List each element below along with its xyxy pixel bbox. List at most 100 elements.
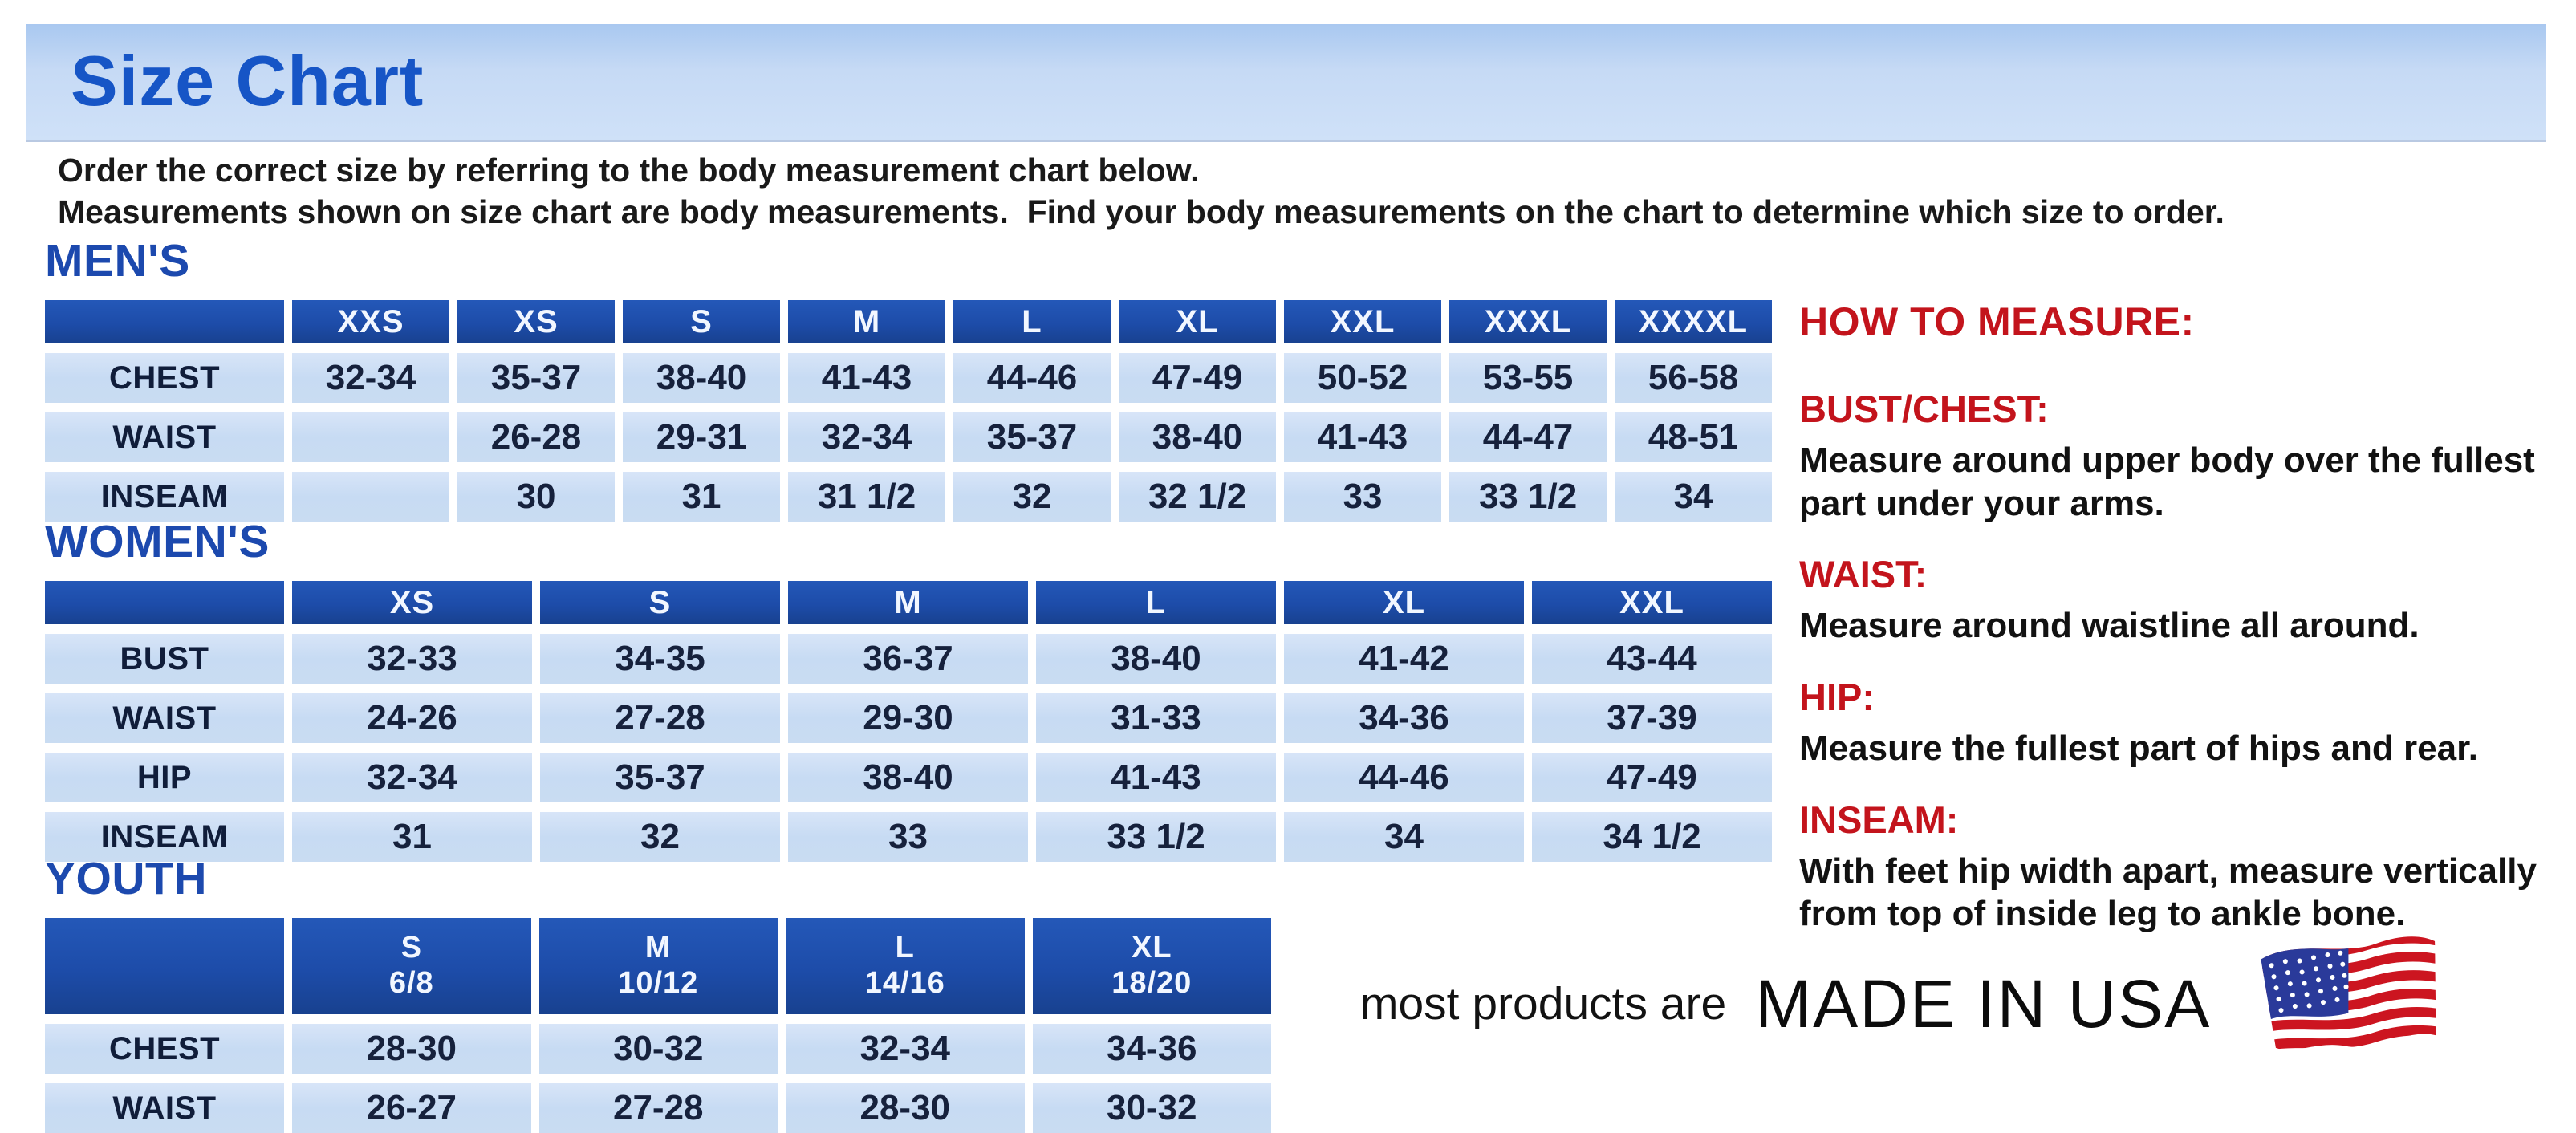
measure-item-text: With feet hip width apart, measure verti… (1799, 851, 2537, 934)
youth-corner-cell (45, 918, 284, 1014)
size-value-cell: 41-43 (1284, 412, 1441, 462)
youth-row-waist: WAIST 26-27 27-28 28-30 30-32 (45, 1083, 1271, 1133)
size-value-cell: 41-42 (1284, 634, 1524, 684)
womens-section: WOMEN'S XS S M L XL XXL BUST 32-33 34-35 36-37 38-… (45, 515, 1772, 862)
measure-item-waist: WAIST: Measure around waistline all arou… (1799, 552, 2570, 648)
footer-made-in-usa-text: MADE IN USA (1755, 965, 2212, 1042)
size-value-cell: 32-33 (292, 634, 532, 684)
row-label-cell: CHEST (45, 353, 284, 403)
size-value-cell: 38-40 (623, 353, 780, 403)
size-value-cell: 37-39 (1532, 693, 1772, 743)
size-range: 18/20 (1111, 966, 1193, 1000)
youth-column-header: M 10/12 (538, 918, 778, 1014)
mens-column-header: M (788, 300, 945, 343)
size-label: L (895, 931, 915, 965)
size-range: 14/16 (864, 966, 945, 1000)
mens-column-header: L (953, 300, 1111, 343)
measure-item-label: WAIST: (1799, 553, 1928, 596)
size-value-cell: 32-34 (292, 353, 449, 403)
mens-corner-cell (45, 300, 284, 343)
size-value-cell: 43-44 (1532, 634, 1772, 684)
size-value-cell: 27-28 (538, 1083, 778, 1133)
size-value-cell: 44-46 (953, 353, 1111, 403)
womens-column-header: M (788, 581, 1028, 624)
size-value-cell: 29-31 (623, 412, 780, 462)
mens-column-header: XXXXL (1615, 300, 1772, 343)
measure-item-bust-chest: BUST/CHEST: Measure around upper body ov… (1799, 387, 2570, 525)
made-in-usa-footer: most products are MADE IN USA (1360, 929, 2455, 1078)
youth-row-chest: CHEST 28-30 30-32 32-34 34-36 (45, 1024, 1271, 1074)
mens-section: MEN'S XXS XS S M L XL XXL XXXL XXXXL CHEST 32-34 35… (45, 234, 1772, 522)
size-value-cell: 34 1/2 (1532, 812, 1772, 862)
mens-column-header: XS (457, 300, 615, 343)
size-value-cell: 34-35 (540, 634, 780, 684)
page-title: Size Chart (71, 41, 425, 120)
mens-row-chest: CHEST 32-34 35-37 38-40 41-43 44-46 47-49 50-52… (45, 353, 1772, 403)
youth-column-header: L 14/16 (786, 918, 1025, 1014)
size-value-cell: 35-37 (953, 412, 1111, 462)
how-to-measure-heading: HOW TO MEASURE: (1799, 299, 2195, 344)
row-label-cell: INSEAM (45, 812, 284, 862)
size-value-cell: 32-34 (786, 1024, 1025, 1074)
size-value-cell: 34-36 (1032, 1024, 1271, 1074)
womens-row-inseam: INSEAM 31 32 33 33 1/2 34 34 1/2 (45, 812, 1772, 862)
size-value-cell: 30-32 (538, 1024, 778, 1074)
usa-flag-icon (2260, 934, 2444, 1055)
size-value-cell: 34 (1284, 812, 1524, 862)
womens-column-header: L (1036, 581, 1276, 624)
youth-column-header: S 6/8 (292, 918, 531, 1014)
youth-section: YOUTH S 6/8 M 10/12 L 14/16 XL 18/20 CHEST 28-30 3… (45, 852, 1271, 1133)
size-value-cell: 44-47 (1449, 412, 1607, 462)
mens-header-row: XXS XS S M L XL XXL XXXL XXXXL (45, 300, 1772, 343)
womens-section-title: WOMEN'S (45, 516, 270, 567)
mens-column-header: XXL (1284, 300, 1441, 343)
measure-item-text: Measure around upper body over the fulle… (1799, 441, 2535, 523)
womens-column-header: XL (1284, 581, 1524, 624)
size-value-cell: 28-30 (292, 1024, 531, 1074)
size-value-cell: 36-37 (788, 634, 1028, 684)
intro-text: Order the correct size by referring to t… (58, 149, 2225, 234)
row-label-cell: WAIST (45, 693, 284, 743)
mens-section-title: MEN'S (45, 235, 190, 286)
size-value-cell: 33 (788, 812, 1028, 862)
size-value-cell: 34-36 (1284, 693, 1524, 743)
size-value-cell: 33 1/2 (1449, 472, 1607, 522)
intro-line-1: Order the correct size by referring to t… (58, 152, 1200, 189)
mens-column-header: XXS (292, 300, 449, 343)
row-label-cell: HIP (45, 753, 284, 802)
measure-item-inseam: INSEAM: With feet hip width apart, measu… (1799, 798, 2570, 936)
size-value-cell: 26-28 (457, 412, 615, 462)
size-value-cell (292, 412, 449, 462)
size-value-cell: 31 (623, 472, 780, 522)
youth-header-row: S 6/8 M 10/12 L 14/16 XL 18/20 (45, 918, 1271, 1014)
size-value-cell: 31 1/2 (788, 472, 945, 522)
size-value-cell: 48-51 (1615, 412, 1772, 462)
size-value-cell: 41-43 (788, 353, 945, 403)
measure-item-hip: HIP: Measure the fullest part of hips an… (1799, 675, 2570, 770)
mens-column-header: XXXL (1449, 300, 1607, 343)
womens-row-bust: BUST 32-33 34-35 36-37 38-40 41-42 43-44 (45, 634, 1772, 684)
size-value-cell: 31-33 (1036, 693, 1276, 743)
row-label-cell: BUST (45, 634, 284, 684)
row-label-cell: INSEAM (45, 472, 284, 522)
size-value-cell: 38-40 (788, 753, 1028, 802)
size-range: 6/8 (388, 966, 434, 1000)
size-value-cell: 50-52 (1284, 353, 1441, 403)
womens-column-header: S (540, 581, 780, 624)
size-value-cell: 32-34 (788, 412, 945, 462)
footer-prefix-text: most products are (1360, 978, 1727, 1029)
size-value-cell: 47-49 (1119, 353, 1276, 403)
womens-column-header: XS (292, 581, 532, 624)
size-value-cell: 32-34 (292, 753, 532, 802)
womens-row-waist: WAIST 24-26 27-28 29-30 31-33 34-36 37-39 (45, 693, 1772, 743)
row-label-cell: WAIST (45, 412, 284, 462)
size-value-cell: 32 (540, 812, 780, 862)
womens-row-hip: HIP 32-34 35-37 38-40 41-43 44-46 47-49 (45, 753, 1772, 802)
how-to-measure-panel: HOW TO MEASURE: BUST/CHEST: Measure arou… (1799, 298, 2570, 936)
size-value-cell: 24-26 (292, 693, 532, 743)
size-value-cell: 33 (1284, 472, 1441, 522)
size-label: M (644, 931, 672, 965)
size-value-cell: 56-58 (1615, 353, 1772, 403)
womens-size-table: XS S M L XL XXL BUST 32-33 34-35 36-37 38-40 41-42 4… (45, 581, 1772, 862)
youth-column-header: XL 18/20 (1032, 918, 1271, 1014)
